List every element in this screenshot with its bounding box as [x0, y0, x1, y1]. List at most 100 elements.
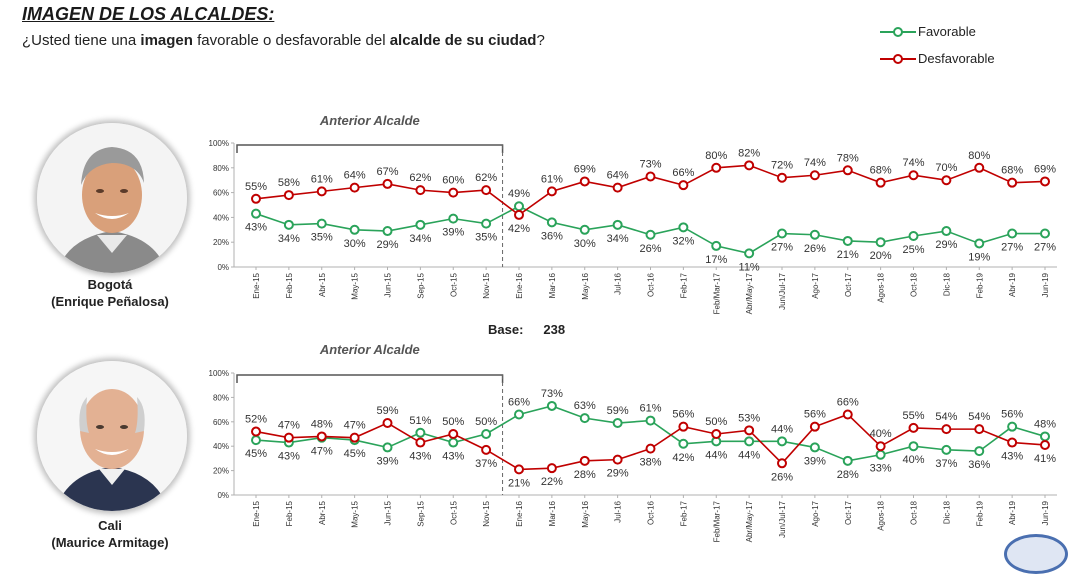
data-point-favorable [546, 400, 557, 411]
mayor-photo-cali [37, 361, 187, 511]
legend-desfavorable-label: Desfavorable [918, 51, 995, 66]
data-point-desfavorable [875, 441, 886, 452]
data-point-favorable [645, 415, 656, 426]
x-tick-label: Oct-15 [449, 500, 458, 525]
data-label-desfavorable: 61% [541, 173, 563, 185]
x-tick-label: May-16 [581, 272, 590, 299]
data-point-favorable [612, 219, 623, 230]
mayor-name-bogota: (Enrique Peñalosa) [51, 294, 169, 309]
data-label-favorable: 49% [508, 188, 530, 200]
data-label-favorable: 30% [574, 238, 596, 250]
data-point-favorable [777, 228, 787, 239]
data-point-desfavorable [842, 165, 853, 176]
y-tick-label: 80% [213, 164, 229, 173]
data-label-desfavorable: 69% [574, 163, 596, 175]
city-label-bogota: Bogotá (Enrique Peñalosa) [15, 276, 205, 310]
data-label-desfavorable: 69% [1034, 163, 1056, 175]
data-point-desfavorable [941, 175, 952, 186]
data-point-favorable [678, 222, 689, 233]
data-point-desfavorable [777, 458, 787, 469]
data-point-desfavorable [678, 421, 689, 432]
data-point-desfavorable [645, 443, 656, 454]
data-point-favorable [1007, 421, 1018, 432]
data-point-desfavorable [809, 170, 820, 181]
data-label-favorable: 25% [902, 244, 924, 256]
data-point-favorable [875, 449, 886, 460]
data-point-favorable [612, 418, 623, 429]
data-label-desfavorable: 56% [804, 409, 826, 421]
x-tick-label: Feb-19 [975, 500, 984, 526]
data-point-desfavorable [744, 160, 755, 171]
data-point-favorable [809, 442, 820, 453]
data-point-desfavorable [711, 162, 722, 173]
data-label-favorable: 29% [376, 239, 398, 251]
data-label-favorable: 21% [837, 249, 859, 261]
x-tick-label: Abr-15 [318, 500, 327, 525]
data-point-favorable [448, 437, 459, 448]
page-title: IMAGEN DE LOS ALCALDES: [22, 4, 275, 24]
data-label-desfavorable: 52% [245, 414, 267, 426]
data-point-desfavorable [251, 193, 261, 204]
data-label-desfavorable: 62% [475, 172, 497, 184]
annotation-label: Anterior Alcalde [319, 113, 420, 128]
data-point-desfavorable [349, 182, 360, 193]
x-tick-label: Dic-18 [942, 500, 951, 524]
y-tick-label: 20% [213, 238, 229, 247]
data-label-favorable: 34% [607, 233, 629, 245]
x-tick-label: Jun-15 [384, 272, 393, 297]
data-point-desfavorable [1040, 439, 1050, 450]
data-label-favorable: 47% [311, 446, 333, 458]
data-label-desfavorable: 29% [607, 468, 629, 480]
data-label-favorable: 33% [870, 463, 892, 475]
legend-favorable-marker-icon [880, 26, 916, 37]
data-label-desfavorable: 68% [870, 165, 892, 177]
x-tick-label: Feb-19 [975, 272, 984, 298]
x-tick-label: Ene-16 [515, 272, 524, 298]
data-point-desfavorable [1007, 437, 1018, 448]
data-point-favorable [1040, 431, 1050, 442]
x-tick-label: Abr/May-17 [745, 272, 754, 314]
x-tick-label: Oct-18 [910, 272, 919, 297]
data-label-favorable: 40% [902, 454, 924, 466]
data-point-favorable [349, 224, 360, 235]
mayor-portrait-cali-icon [37, 361, 187, 511]
subtitle-bold-2: alcalde de su ciudad [389, 32, 537, 49]
data-label-desfavorable: 58% [278, 177, 300, 189]
x-tick-label: Sep-15 [416, 272, 425, 298]
data-point-favorable [744, 436, 755, 447]
data-label-favorable: 43% [278, 451, 300, 463]
data-point-favorable [645, 229, 656, 240]
data-label-favorable: 36% [541, 230, 563, 242]
x-tick-label: Dic-18 [942, 272, 951, 296]
data-point-desfavorable [974, 424, 985, 435]
legend-desfavorable-marker-icon [880, 53, 916, 64]
page-subtitle: ¿Usted tiene una imagen favorable o desf… [22, 32, 545, 49]
data-point-favorable [842, 455, 853, 466]
data-label-favorable: 44% [771, 423, 793, 435]
x-tick-label: Oct-16 [647, 272, 656, 297]
x-tick-label: Oct-15 [449, 272, 458, 297]
data-label-desfavorable: 56% [672, 409, 694, 421]
data-label-favorable: 42% [672, 452, 694, 464]
data-point-desfavorable [908, 170, 919, 181]
data-label-favorable: 44% [738, 449, 760, 461]
data-label-desfavorable: 42% [508, 223, 530, 235]
data-point-favorable [1007, 228, 1018, 239]
y-tick-label: 100% [209, 139, 229, 148]
data-point-favorable [481, 218, 492, 229]
data-label-favorable: 34% [409, 233, 431, 245]
data-label-desfavorable: 64% [344, 170, 366, 182]
x-tick-label: Feb-17 [679, 500, 688, 526]
data-point-favorable [908, 231, 919, 241]
data-point-desfavorable [777, 172, 787, 183]
data-label-favorable: 29% [935, 239, 957, 251]
x-tick-label: Oct-18 [910, 500, 919, 525]
chart-bogota: 0% 20% 40% 60% 80% 100% Ene-15 Feb-15 Abr-15 May-… [209, 113, 1057, 314]
data-label-favorable: 43% [245, 222, 267, 234]
x-tick-label: Oct-17 [844, 272, 853, 297]
data-point-favorable [382, 226, 393, 237]
data-label-desfavorable: 55% [902, 410, 924, 422]
data-point-desfavorable [283, 432, 294, 443]
x-tick-label: Abr-19 [1008, 500, 1017, 525]
data-point-desfavorable [645, 171, 656, 182]
